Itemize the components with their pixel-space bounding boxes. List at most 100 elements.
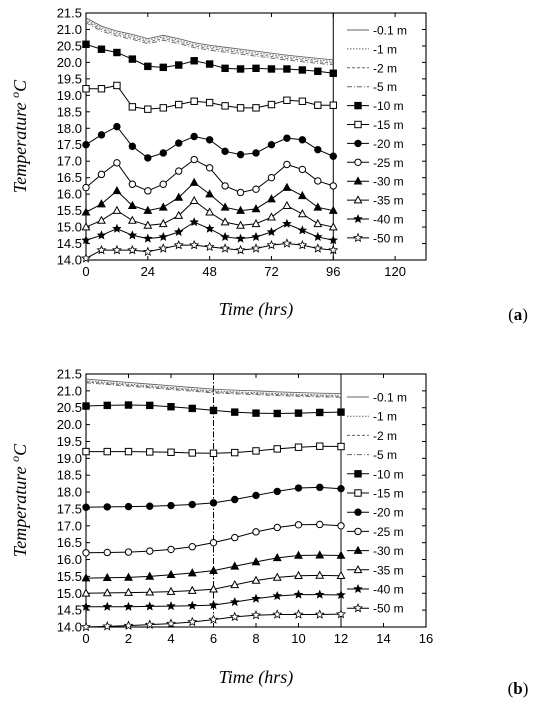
legend-marker: [354, 508, 362, 516]
data-point: [97, 199, 106, 208]
series-25mm: [82, 520, 345, 557]
y-tick-label: 16.5: [57, 535, 82, 550]
data-point: [175, 167, 183, 175]
data-point: [81, 253, 91, 263]
series-line: [85, 17, 334, 61]
series-line: [85, 43, 334, 74]
series-line: [85, 22, 334, 66]
data-point: [190, 132, 198, 141]
data-point: [175, 61, 183, 69]
chart-panel-b: 14.0 14.5 15.0 15.5 16.0 16.5 17.0 17.518.0 18.5…: [8, 367, 528, 699]
data-point: [146, 502, 154, 510]
series-15mm: [82, 81, 337, 113]
data-point: [298, 136, 307, 144]
y-tick-label: 17.5: [57, 501, 82, 516]
data-point: [267, 141, 276, 149]
legend-label: -30 m: [373, 544, 404, 558]
data-point: [316, 520, 324, 529]
data-point: [174, 210, 184, 219]
data-point: [294, 570, 303, 580]
data-point: [127, 200, 137, 209]
data-point: [236, 150, 245, 159]
legend-marker: [354, 101, 362, 110]
data-point: [283, 96, 291, 104]
series-line: [85, 382, 342, 398]
data-point: [97, 45, 106, 53]
data-point: [103, 503, 111, 511]
data-point: [251, 231, 261, 241]
legend: -0.1 m -1 m -2 m -5 m -10 m -15 m -20 m -25 m -3…: [347, 391, 407, 616]
data-point: [236, 220, 245, 229]
data-point: [221, 182, 229, 190]
y-tick-label: 15.0: [57, 220, 82, 235]
data-point: [205, 98, 214, 107]
legend-label: -10 m: [373, 467, 404, 481]
series-40mm: [81, 589, 346, 611]
y-tick-label: 21.5: [57, 6, 82, 21]
data-point: [205, 136, 214, 144]
data-point: [146, 448, 154, 456]
legend-label: -5 m: [373, 448, 397, 462]
data-point: [102, 601, 112, 611]
data-point: [167, 545, 175, 554]
data-point: [293, 609, 304, 619]
data-point: [220, 202, 230, 211]
data-point: [124, 572, 133, 581]
y-tick-label: 19.0: [57, 88, 82, 103]
data-point: [282, 182, 292, 191]
legend-marker: [353, 232, 363, 243]
data-point: [293, 589, 304, 599]
data-point: [144, 62, 152, 71]
series-10mm: [82, 40, 337, 77]
x-tick-label: 12: [334, 631, 348, 646]
y-tick-label: 14.5: [57, 236, 82, 251]
data-point: [252, 491, 260, 500]
x-tick-label: 24: [141, 264, 155, 279]
x-tick-label: 6: [210, 631, 217, 646]
data-point: [251, 218, 261, 228]
data-point: [313, 231, 323, 241]
data-point: [267, 100, 276, 109]
data-point: [82, 402, 90, 410]
series-line: [85, 381, 342, 397]
legend-label: -5 m: [373, 80, 397, 94]
data-point: [231, 448, 239, 457]
data-point: [82, 549, 90, 557]
data-point: [127, 215, 137, 224]
legend-label: -20 m: [373, 506, 404, 520]
data-point: [220, 217, 230, 226]
data-point: [173, 239, 184, 250]
data-point: [146, 401, 154, 410]
data-point: [329, 152, 337, 160]
x-tick-label: 4: [167, 631, 174, 646]
data-point: [205, 189, 215, 198]
data-point: [113, 122, 121, 131]
data-point: [102, 588, 112, 597]
legend-marker: [353, 545, 363, 554]
data-point: [313, 202, 323, 211]
data-point: [175, 139, 183, 147]
data-point: [298, 66, 307, 74]
legend: -0.1 m -1 m -2 m -5 m -10 m -15 m -20 m -25 m -3…: [347, 24, 407, 245]
data-point: [159, 104, 167, 112]
data-point: [81, 601, 91, 611]
y-tick-label: 19.0: [57, 451, 82, 466]
data-point: [187, 600, 197, 610]
data-point: [312, 243, 323, 253]
legend-label: -35 m: [373, 194, 404, 208]
series-0.1mm: [85, 378, 342, 395]
data-point: [272, 609, 283, 619]
data-point: [297, 190, 307, 200]
data-point: [337, 442, 345, 451]
data-point: [166, 601, 176, 611]
legend-label: -50 m: [373, 231, 404, 245]
data-point: [124, 401, 133, 409]
data-point: [159, 63, 167, 72]
series-15mm: [82, 442, 345, 457]
data-point: [188, 500, 196, 509]
data-point: [81, 222, 91, 231]
x-tick-label: 2: [125, 631, 132, 646]
legend-marker: [353, 564, 363, 574]
data-point: [283, 160, 291, 169]
data-point: [102, 621, 113, 631]
